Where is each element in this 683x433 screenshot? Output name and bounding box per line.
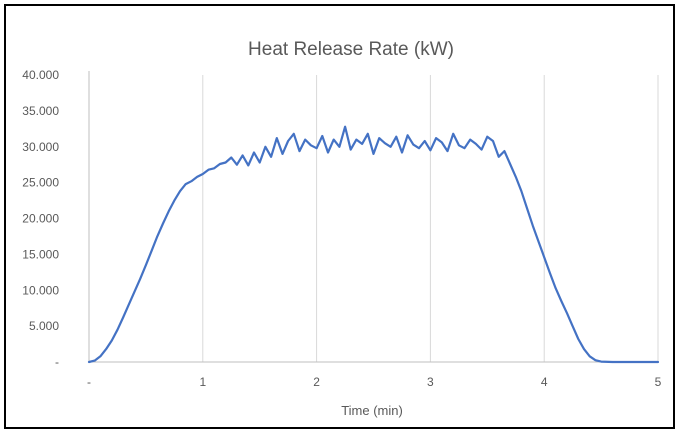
gridlines [202, 75, 659, 362]
y-tick-label: 40.000 [22, 68, 59, 82]
y-tick-label: 30.000 [22, 140, 59, 154]
x-tick-label: - [87, 375, 91, 389]
x-tick-label: 1 [199, 375, 206, 389]
series-group [87, 125, 660, 364]
heat-release-chart: Heat Release Rate (kW) - 5.000 10.000 15.00… [22, 39, 662, 418]
chart-title: Heat Release Rate (kW) [248, 39, 454, 60]
chart-frame: Heat Release Rate (kW) - 5.000 10.000 15.00… [4, 4, 675, 429]
y-tick-label: 25.000 [22, 176, 59, 190]
x-tick-label: 4 [541, 375, 548, 389]
x-axis-label: Time (min) [341, 403, 403, 418]
y-tick-label: - [55, 355, 59, 369]
y-tick-label: 15.000 [22, 247, 59, 261]
y-tick-labels: - 5.000 10.000 15.000 20.000 25.000 30.000 35.0… [22, 68, 59, 369]
x-tick-label: 2 [313, 375, 320, 389]
axes [88, 71, 658, 363]
x-tick-label: 5 [655, 375, 662, 389]
x-tick-labels: - 1 2 3 4 5 [87, 375, 662, 389]
x-tick-label: 3 [427, 375, 434, 389]
series-line-0 [87, 125, 660, 364]
y-tick-label: 35.000 [22, 104, 59, 118]
y-tick-label: 20.000 [22, 212, 59, 226]
y-tick-label: 10.000 [22, 283, 59, 297]
y-tick-label: 5.000 [29, 319, 59, 333]
